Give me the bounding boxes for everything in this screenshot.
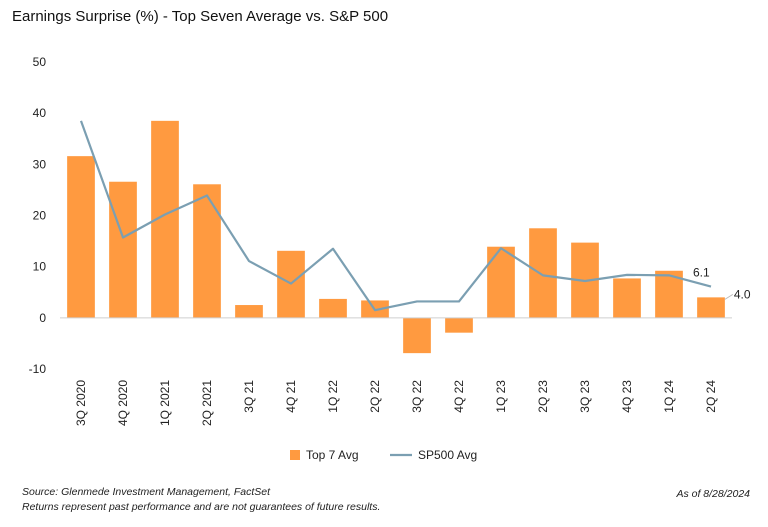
- sp500-last-label: 6.1: [693, 266, 710, 280]
- x-tick-label: 3Q 23: [578, 380, 592, 413]
- bar-series-top7: [67, 120, 725, 354]
- bar-label-leader: [724, 293, 734, 300]
- y-tick-label: 50: [33, 55, 47, 69]
- x-tick-label: 3Q 2020: [74, 380, 88, 426]
- data-labels: 6.1 4.0: [693, 266, 751, 302]
- y-axis-ticks: 50 40 30 20 10 0 -10: [29, 55, 47, 376]
- y-tick-label: 10: [33, 260, 47, 274]
- bar: [109, 181, 137, 318]
- chart-title: Earnings Surprise (%) - Top Seven Averag…: [12, 8, 389, 25]
- bar: [487, 246, 515, 318]
- bar: [529, 228, 557, 318]
- source-note: Source: Glenmede Investment Management, …: [22, 486, 271, 498]
- y-tick-label: 20: [33, 209, 47, 223]
- y-tick-label: 0: [39, 311, 46, 325]
- legend-label-top7: Top 7 Avg: [306, 448, 359, 462]
- bar: [403, 317, 431, 354]
- x-tick-label: 1Q 24: [662, 380, 676, 413]
- x-axis-ticks: 3Q 2020 4Q 2020 1Q 2021 2Q 2021 3Q 21 4Q 21 1Q…: [74, 380, 718, 426]
- x-tick-label: 1Q 23: [494, 380, 508, 413]
- x-tick-label: 1Q 22: [326, 380, 340, 413]
- bar: [235, 305, 263, 318]
- legend: Top 7 Avg SP500 Avg: [290, 448, 477, 462]
- x-tick-label: 4Q 2020: [116, 380, 130, 426]
- bar: [613, 278, 641, 318]
- bar: [445, 317, 473, 333]
- y-tick-label: 40: [33, 106, 47, 120]
- x-tick-label: 1Q 2021: [158, 380, 172, 426]
- disclaimer-note: Returns represent past performance and a…: [22, 501, 381, 513]
- x-tick-label: 4Q 23: [620, 380, 634, 413]
- bar: [193, 184, 221, 318]
- x-tick-label: 3Q 22: [410, 380, 424, 413]
- x-tick-label: 4Q 22: [452, 380, 466, 413]
- x-tick-label: 2Q 22: [368, 380, 382, 413]
- x-tick-label: 4Q 21: [284, 380, 298, 413]
- x-tick-label: 3Q 21: [242, 380, 256, 413]
- x-tick-label: 2Q 23: [536, 380, 550, 413]
- line-series-sp500: [79, 120, 712, 312]
- as-of-date: As of 8/28/2024: [676, 488, 750, 500]
- y-tick-label: 30: [33, 157, 47, 171]
- bar: [67, 156, 95, 318]
- legend-label-sp500: SP500 Avg: [418, 448, 477, 462]
- x-tick-label: 2Q 24: [704, 380, 718, 413]
- x-tick-label: 2Q 2021: [200, 380, 214, 426]
- legend-swatch-top7: [290, 450, 300, 460]
- footer-notes: Source: Glenmede Investment Management, …: [22, 485, 380, 515]
- y-tick-label: -10: [29, 362, 47, 376]
- bar: [697, 297, 725, 318]
- bar: [319, 298, 347, 318]
- top7-last-label: 4.0: [734, 287, 751, 301]
